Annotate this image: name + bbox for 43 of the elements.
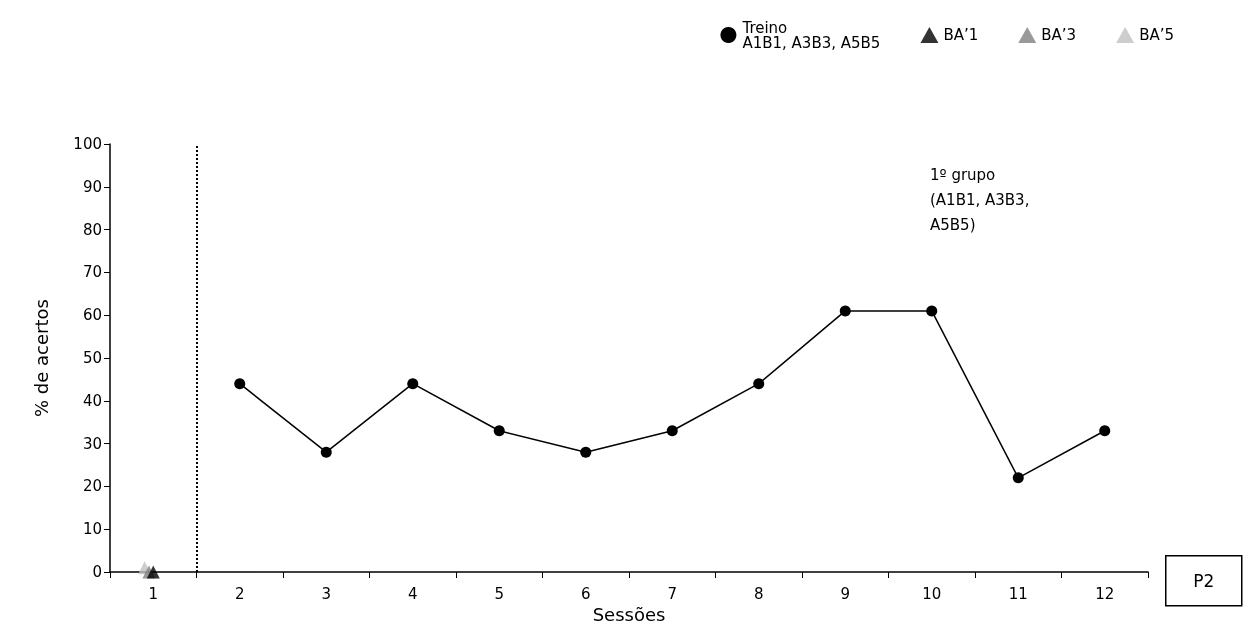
point	[753, 378, 765, 390]
point	[580, 446, 592, 458]
x-axis-title: Sessões	[592, 604, 666, 626]
x-tick-label: 10	[922, 584, 942, 603]
point	[839, 305, 851, 317]
text: P2	[1193, 570, 1215, 591]
x-tick-label: 11	[1008, 584, 1028, 603]
legend-label: Treino A1B1, A3B3, A5B5	[741, 18, 881, 52]
x-tick-label: 7	[667, 584, 678, 603]
point	[926, 305, 938, 317]
point	[146, 565, 160, 579]
y-tick-label: 40	[82, 391, 102, 410]
y-tick-label: 60	[82, 306, 102, 325]
x-tick-label: 5	[494, 584, 505, 603]
point	[1099, 425, 1111, 437]
y-axis-title: % de acertos	[30, 299, 52, 417]
x-tick-label: 4	[407, 584, 418, 603]
y-tick-label: 50	[82, 349, 102, 367]
point	[407, 378, 419, 390]
point	[666, 425, 678, 437]
legend-label: BA’1	[943, 26, 979, 44]
x-tick-label: 8	[753, 584, 764, 603]
point	[320, 446, 332, 458]
y-tick-label: 100	[73, 135, 102, 153]
point	[493, 425, 505, 437]
x-tick-label: 1	[148, 584, 159, 603]
x-tick-label: 3	[321, 584, 332, 603]
x-tick-label: 12	[1095, 584, 1115, 603]
x-tick-label: 6	[580, 584, 591, 603]
legend-label: BA’3	[1041, 26, 1077, 44]
point	[234, 378, 246, 390]
y-tick-label: 0	[92, 563, 102, 581]
y-tick-label: 30	[82, 434, 102, 453]
y-tick-label: 80	[82, 220, 102, 239]
legend-label: BA’5	[1139, 26, 1175, 44]
x-tick-label: 9	[840, 584, 851, 603]
point	[1012, 472, 1024, 484]
y-tick-label: 20	[82, 477, 102, 496]
y-tick-label: 70	[82, 263, 102, 282]
x-tick-label: 2	[234, 584, 245, 603]
annotation: 1º grupo (A1B1, A3B3, A5B5)	[930, 165, 1030, 234]
y-tick-label: 90	[82, 177, 102, 196]
y-tick-label: 10	[82, 520, 102, 539]
